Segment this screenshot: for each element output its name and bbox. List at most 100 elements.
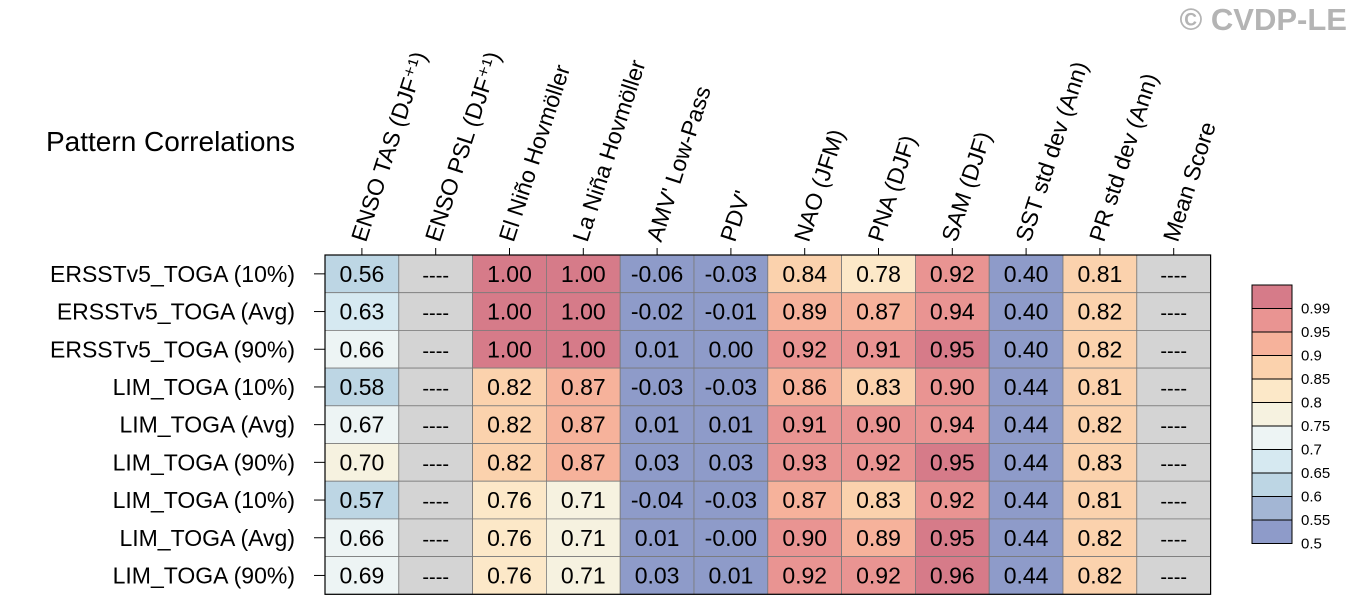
cell-value-label: 0.82 [1078, 412, 1123, 438]
cell-value-label: 0.76 [487, 525, 532, 551]
cell-value-label: ---- [422, 265, 449, 287]
heatmap-cell [324, 443, 400, 482]
cell-value-label: 0.93 [782, 449, 827, 475]
row-label: ERSSTv5_TOGA (10%) [50, 261, 295, 287]
cell-value-label: 0.87 [561, 412, 606, 438]
cell-value-label: 0.44 [1004, 412, 1049, 438]
heatmap-cell [619, 292, 695, 331]
cell-value-label: 0.44 [1004, 525, 1049, 551]
heatmap-cell [767, 405, 842, 444]
heatmap-cell [841, 254, 916, 294]
heatmap-cell [767, 329, 842, 369]
heatmap-cell [1062, 443, 1138, 482]
heatmap-cell [324, 292, 400, 331]
heatmap-cell [693, 556, 769, 595]
heatmap-grid: 0.56 ---- 1.00 1.00 -0.06 -0.03 0.84 0.78 0.92 0.… [324, 254, 1212, 595]
cell-value-label: 0.03 [635, 449, 680, 475]
heatmap-cell [398, 367, 473, 407]
column-labels: ENSO TAS (DJF⁺¹)ENSO PSL (DJF⁺¹)El Niño … [346, 48, 1221, 255]
heatmap-cell [988, 405, 1064, 444]
colorbar-label: 0.6 [1301, 489, 1322, 506]
cell-value-label: -0.00 [705, 525, 757, 551]
heatmap-cell [546, 405, 621, 444]
column-label: ENSO PSL (DJF⁺¹) [420, 48, 506, 244]
cell-value-label: ---- [422, 378, 449, 400]
colorbar-segment [1252, 285, 1292, 309]
cell-value-label: 0.82 [1078, 562, 1123, 588]
heatmap-cell [1136, 405, 1212, 444]
colorbar-label: 0.65 [1301, 465, 1330, 482]
cell-value-label: 0.69 [340, 562, 385, 588]
colorbar-label: 0.85 [1301, 371, 1330, 388]
cell-value-label: ---- [1160, 416, 1187, 438]
colorbar-segment [1252, 379, 1292, 403]
cell-value-label: 0.82 [1078, 525, 1123, 551]
heatmap-cell [324, 405, 400, 444]
heatmap-cell [915, 518, 990, 558]
heatmap-cell [693, 292, 769, 331]
column-label: El Niño Hovmöller [494, 61, 576, 244]
cell-value-label: 0.66 [340, 336, 385, 362]
cell-value-label: ---- [1160, 566, 1187, 588]
column-label: Mean Score [1158, 119, 1221, 245]
heatmap-cell [693, 443, 769, 482]
cell-value-label: 0.40 [1004, 261, 1049, 287]
cell-value-label: 0.58 [340, 374, 385, 400]
colorbar-segment [1252, 355, 1292, 379]
cell-value-label: 0.82 [487, 374, 532, 400]
cell-value-label: 0.40 [1004, 299, 1049, 325]
heatmap-cell [472, 405, 547, 444]
colorbar-label: 0.5 [1301, 536, 1322, 553]
colorbar-label: 0.99 [1301, 301, 1330, 318]
cell-value-label: 0.83 [856, 487, 901, 513]
cell-value-label: 0.95 [930, 336, 975, 362]
cell-value-label: ---- [1160, 453, 1187, 475]
cell-value-label: 0.84 [782, 261, 827, 287]
heatmap-cell [1062, 367, 1138, 407]
cell-value-label: 0.90 [782, 525, 827, 551]
cell-value-label: -0.03 [705, 487, 757, 513]
cell-value-label: 0.44 [1004, 449, 1049, 475]
column-label: La Niña Hovmöller [567, 56, 650, 244]
cell-value-label: 1.00 [487, 261, 532, 287]
cell-value-label: 0.03 [709, 449, 754, 475]
cell-value-label: 0.89 [856, 525, 901, 551]
colorbar-segment [1252, 449, 1292, 473]
cell-value-label: ---- [1160, 265, 1187, 287]
heatmap-cell [472, 480, 547, 520]
heatmap-cell [619, 480, 695, 520]
cell-value-label: 0.82 [487, 412, 532, 438]
cell-value-label: 0.90 [856, 412, 901, 438]
cell-value-label: 1.00 [487, 336, 532, 362]
heatmap-cell [398, 329, 473, 369]
heatmap-cell [472, 329, 547, 369]
cell-value-label: ---- [1160, 378, 1187, 400]
row-labels: ERSSTv5_TOGA (10%) ERSSTv5_TOGA (Avg) ERSS… [50, 261, 325, 588]
heatmap-cell [1136, 443, 1212, 482]
row-label: LIM_TOGA (10%) [113, 374, 295, 400]
cell-value-label: 0.91 [782, 412, 827, 438]
colorbar-label: 0.75 [1301, 418, 1330, 435]
cell-value-label: 0.86 [782, 374, 827, 400]
heatmap-cell [915, 480, 990, 520]
cell-value-label: 1.00 [561, 299, 606, 325]
cell-value-label: 0.90 [930, 374, 975, 400]
cell-value-label: 0.87 [561, 374, 606, 400]
cell-value-label: 0.92 [856, 562, 901, 588]
column-label: PNA (DJF) [863, 132, 922, 245]
cell-value-label: 0.01 [635, 412, 680, 438]
cell-value-label: 0.92 [856, 449, 901, 475]
heatmap-cell [988, 443, 1064, 482]
colorbar-label: 0.55 [1301, 512, 1330, 529]
column-label: NAO (JFM) [789, 126, 850, 245]
heatmap-cell [472, 556, 547, 595]
heatmap-cell [915, 292, 990, 331]
heatmap-cell [398, 443, 473, 482]
cell-value-label: 0.40 [1004, 336, 1049, 362]
cell-value-label: 1.00 [561, 261, 606, 287]
heatmap-cell [1136, 480, 1212, 520]
heatmap-cell [988, 254, 1064, 294]
cell-value-label: ---- [1160, 340, 1187, 362]
cell-value-label: ---- [1160, 491, 1187, 513]
